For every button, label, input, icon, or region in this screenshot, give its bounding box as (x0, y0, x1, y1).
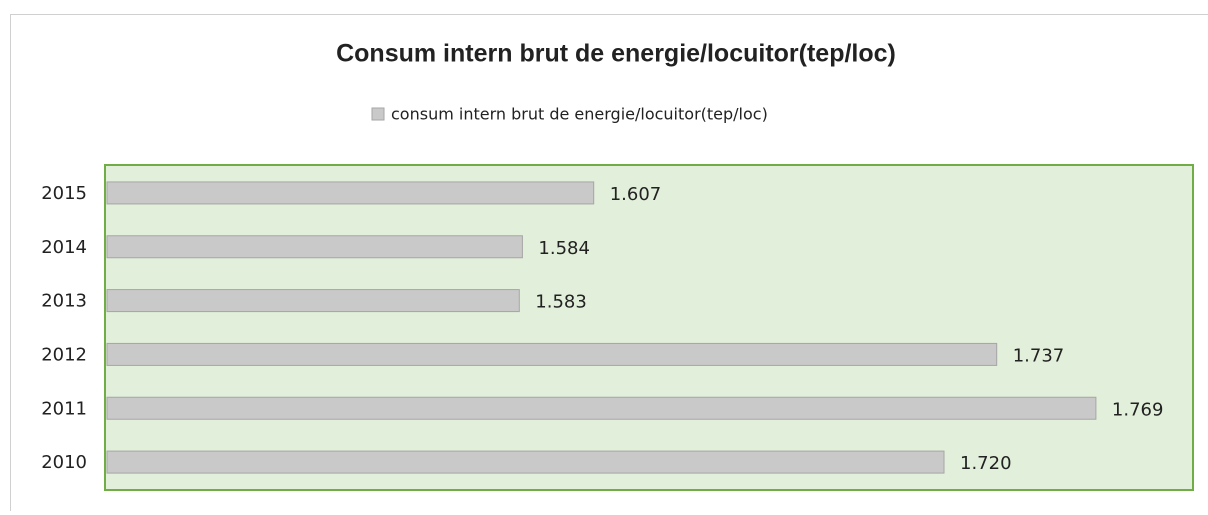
y-tick-label: 2010 (41, 452, 87, 473)
plot-area (105, 165, 1193, 490)
data-label: 1.584 (538, 238, 590, 259)
bar (107, 290, 519, 312)
chart-title: Consum intern brut de energie/locuitor(t… (336, 40, 896, 68)
y-tick-label: 2013 (41, 291, 87, 312)
y-tick-label: 2014 (41, 237, 87, 258)
data-label: 1.583 (535, 292, 587, 313)
y-tick-label: 2012 (41, 344, 87, 365)
bar (107, 451, 944, 473)
data-label: 1.769 (1112, 399, 1164, 420)
bar (107, 236, 522, 258)
legend-swatch (372, 108, 384, 120)
bar (107, 182, 594, 204)
bar (107, 397, 1096, 419)
data-label: 1.607 (610, 184, 662, 205)
y-tick-label: 2015 (41, 183, 87, 204)
y-tick-label: 2011 (41, 398, 87, 419)
bar (107, 343, 997, 365)
legend-label: consum intern brut de energie/locuitor(t… (391, 105, 768, 124)
data-label: 1.720 (960, 453, 1012, 474)
data-label: 1.737 (1013, 345, 1065, 366)
